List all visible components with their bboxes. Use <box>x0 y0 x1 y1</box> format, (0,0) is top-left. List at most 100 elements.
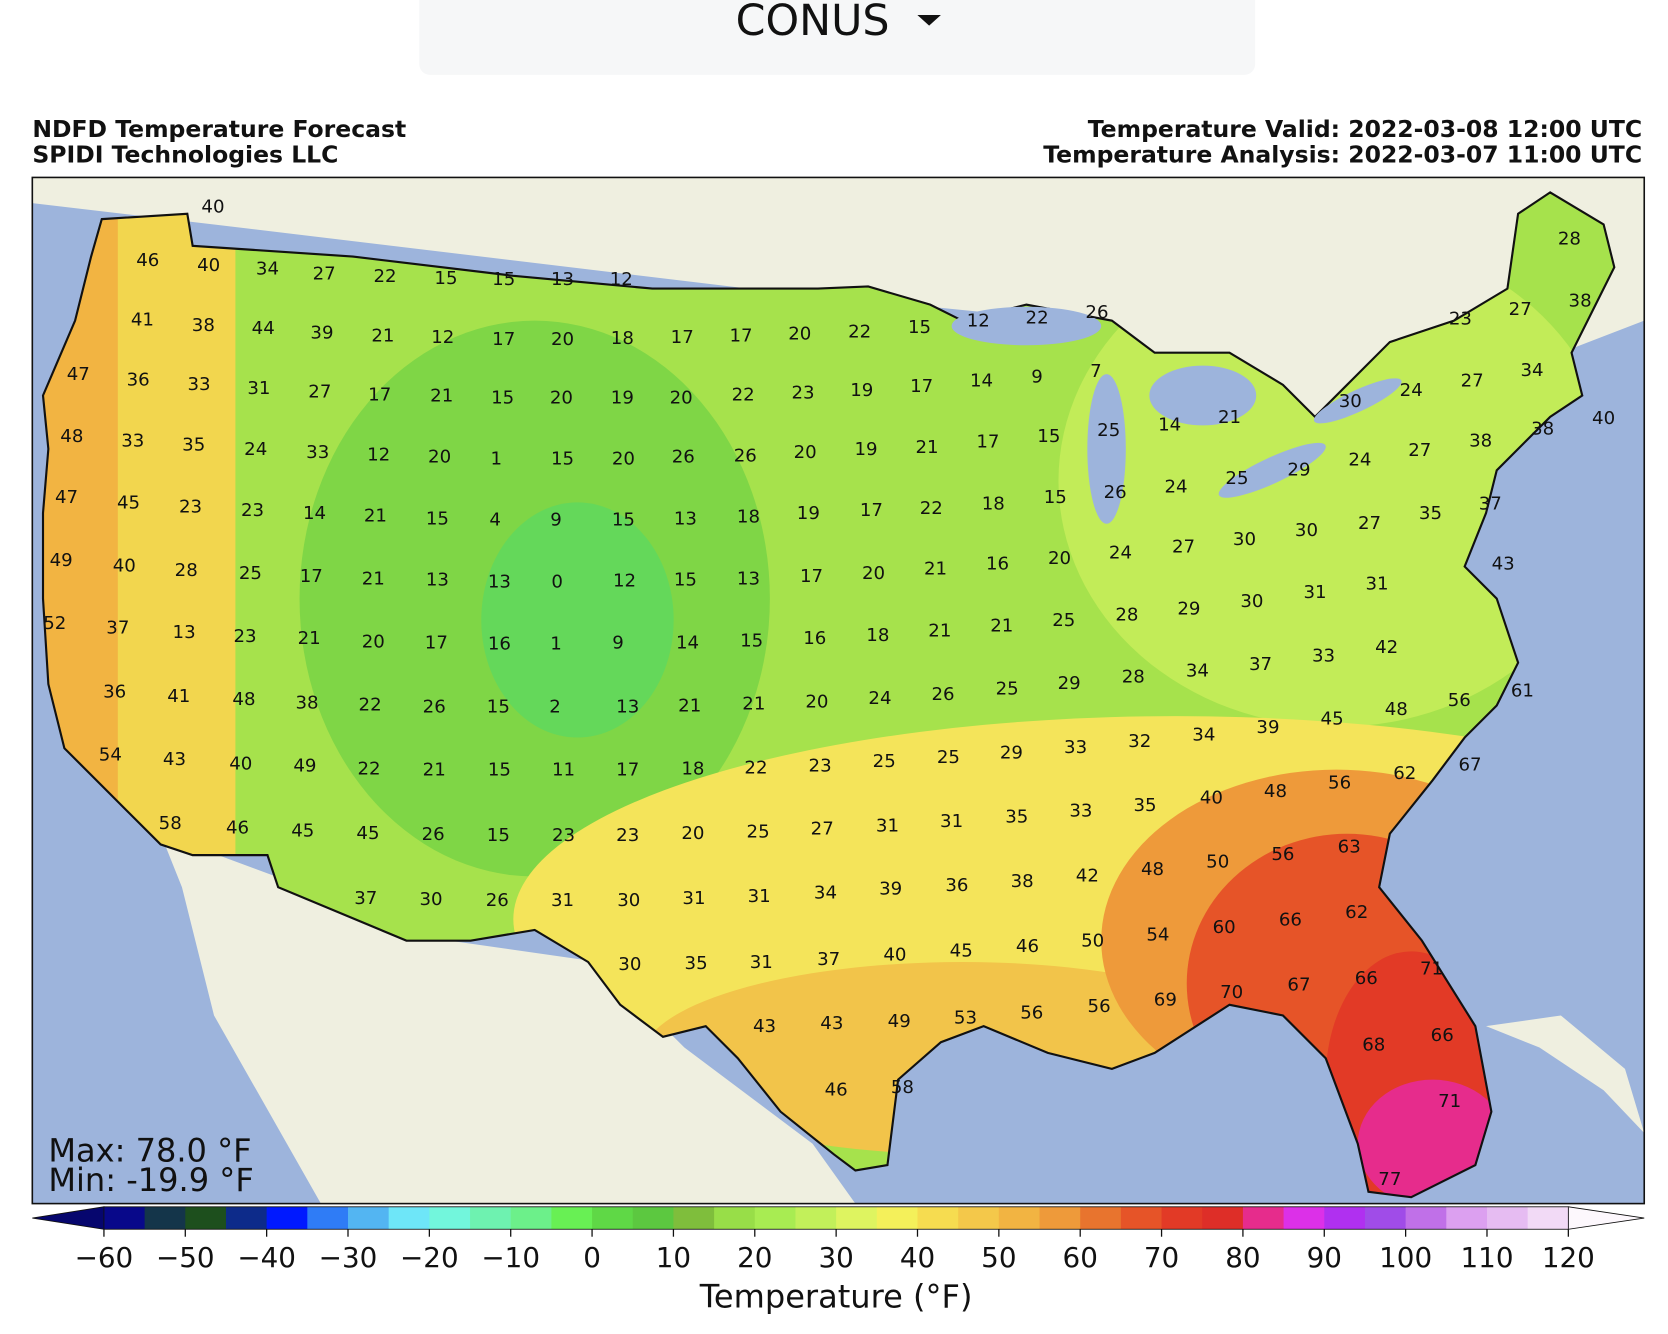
station-temp: 22 <box>1026 308 1049 329</box>
station-temp: 40 <box>1200 787 1223 808</box>
station-temp: 33 <box>306 442 329 463</box>
station-temp: 34 <box>1520 360 1543 381</box>
colorbar-segment <box>998 1206 1041 1230</box>
station-temp: 45 <box>1321 708 1344 729</box>
station-temp: 25 <box>1225 468 1248 489</box>
station-temp: 67 <box>1458 754 1481 775</box>
colorbar-tick-label: −40 <box>237 1241 296 1274</box>
station-temp: 28 <box>175 560 198 581</box>
station-temp: 21 <box>371 326 394 347</box>
station-temp: 22 <box>359 694 382 715</box>
colorbar-segment <box>307 1206 349 1230</box>
station-temp: 36 <box>103 682 126 703</box>
station-temp: 43 <box>1492 553 1515 574</box>
station-temp: 15 <box>908 317 931 338</box>
colorbar-over <box>1567 1206 1645 1230</box>
colorbar-tick-label: 10 <box>656 1241 691 1274</box>
station-temp: 26 <box>1104 482 1127 503</box>
station-temp: 18 <box>737 506 760 527</box>
station-temp: 27 <box>308 381 331 402</box>
station-temp: 30 <box>617 890 640 911</box>
station-temp: 68 <box>1362 1034 1385 1055</box>
station-temp: 13 <box>674 508 697 529</box>
station-temp: 30 <box>419 889 442 910</box>
station-temp: 61 <box>1511 681 1534 702</box>
colorbar-segment <box>836 1206 878 1230</box>
station-temp: 26 <box>486 890 509 911</box>
station-temp: 43 <box>753 1016 776 1037</box>
station-temp: 14 <box>303 503 326 524</box>
station-temp: 15 <box>434 268 457 289</box>
station-temp: 38 <box>1531 419 1554 440</box>
station-temp: 16 <box>488 634 511 655</box>
station-temp: 27 <box>1358 513 1381 534</box>
colorbar-tick-label: 50 <box>981 1241 1016 1274</box>
colorbar-segment <box>754 1206 796 1230</box>
station-temp: 40 <box>113 556 136 577</box>
station-temp: 15 <box>740 630 763 651</box>
station-temp: 52 <box>43 613 66 634</box>
station-temp: 9 <box>550 510 562 531</box>
station-temp: 43 <box>163 749 186 770</box>
colorbar-segment <box>429 1206 471 1230</box>
station-temp: 28 <box>1115 605 1138 626</box>
colorbar-tick-label: 120 <box>1542 1241 1595 1274</box>
colorbar-segment <box>876 1206 919 1230</box>
station-temp: 23 <box>1449 309 1472 330</box>
station-temp: 40 <box>229 753 252 774</box>
station-temp: 15 <box>612 510 635 531</box>
station-temp: 23 <box>552 825 575 846</box>
station-temp: 67 <box>1287 975 1310 996</box>
colorbar-segment <box>144 1206 186 1230</box>
dropdown-caret[interactable] <box>917 14 941 26</box>
bahamas <box>1486 1015 1645 1134</box>
colorbar-segment <box>714 1206 756 1230</box>
station-temp: 58 <box>891 1077 914 1098</box>
station-temp: 15 <box>674 569 697 590</box>
dropdown-label[interactable]: CONUS <box>736 0 890 46</box>
station-temp: 23 <box>233 626 256 647</box>
station-temp: 31 <box>748 886 771 907</box>
station-temp: 23 <box>809 755 832 776</box>
colorbar-tick-label: 90 <box>1307 1241 1342 1274</box>
station-temp: 21 <box>298 628 321 649</box>
station-temp: 31 <box>551 890 574 911</box>
station-temp: 46 <box>1016 936 1039 957</box>
station-temp: 23 <box>616 825 639 846</box>
station-temp: 56 <box>1271 844 1294 865</box>
station-temp: 20 <box>428 446 451 467</box>
valid-time: Temperature Valid: 2022-03-08 12:00 UTC <box>1088 115 1642 143</box>
station-temp: 70 <box>1220 982 1243 1003</box>
region-dropdown[interactable] <box>419 0 1256 75</box>
station-temp: 66 <box>1355 968 1378 989</box>
colorbar-tick-label: 0 <box>583 1241 601 1274</box>
station-temp: 48 <box>1264 781 1287 802</box>
station-temp: 22 <box>920 498 943 519</box>
station-temp: 53 <box>954 1008 977 1029</box>
station-temp: 14 <box>1158 414 1181 435</box>
station-temp: 17 <box>492 329 515 350</box>
station-temp: 31 <box>682 888 705 909</box>
station-temp: 35 <box>1419 503 1442 524</box>
colorbar-segment <box>1202 1206 1244 1230</box>
station-temp: 31 <box>750 952 773 973</box>
station-temp: 15 <box>551 449 574 470</box>
station-temp: 37 <box>354 888 377 909</box>
station-temp: 45 <box>950 940 973 961</box>
station-temp: 56 <box>1448 690 1471 711</box>
station-temp: 35 <box>1005 807 1028 828</box>
station-temp: 42 <box>1375 637 1398 658</box>
station-temp: 34 <box>256 258 279 279</box>
station-temp: 41 <box>131 310 154 331</box>
station-temp: 17 <box>368 384 391 405</box>
station-temp: 56 <box>1328 773 1351 794</box>
station-temp: 25 <box>873 751 896 772</box>
station-temp: 34 <box>1186 660 1209 681</box>
colorbar-tick-label: 60 <box>1063 1241 1098 1274</box>
station-temp: 38 <box>295 692 318 713</box>
station-temp: 12 <box>610 269 633 290</box>
station-temp: 20 <box>805 691 828 712</box>
station-temp: 26 <box>734 445 757 466</box>
